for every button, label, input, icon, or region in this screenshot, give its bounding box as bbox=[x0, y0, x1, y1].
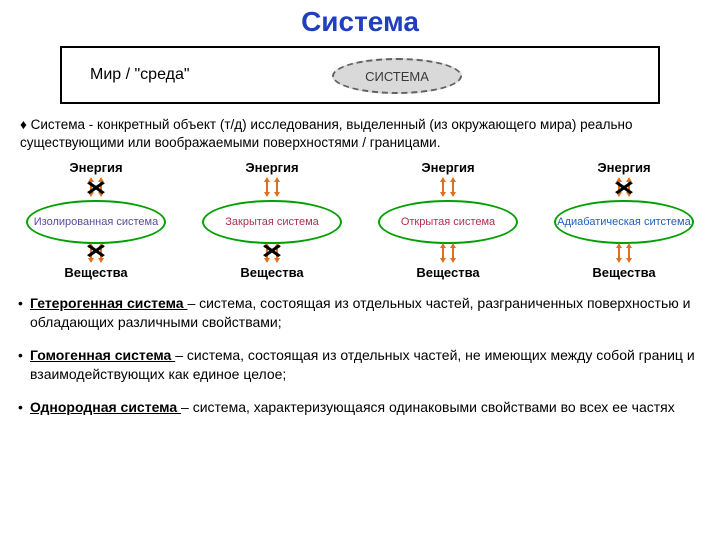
page-title: Система bbox=[0, 0, 720, 38]
system-type-ellipse: Изолированная система bbox=[26, 200, 166, 244]
definition-item-1: Гомогенная система – система, состоящая … bbox=[22, 346, 698, 384]
energy-label: Энергия bbox=[540, 160, 708, 175]
system-type-ellipse: Закрытая система bbox=[202, 200, 342, 244]
definitions-block: Гетерогенная система – система, состояща… bbox=[0, 280, 720, 416]
energy-label: Энергия bbox=[12, 160, 180, 175]
energy-label: Энергия bbox=[364, 160, 532, 175]
system-types-row: ЭнергияВеществаИзолированная система✕✕Эн… bbox=[0, 156, 720, 280]
blocked-x-icon: ✕ bbox=[260, 239, 283, 264]
definition-term: Однородная система bbox=[30, 399, 181, 415]
system-diagram-0: Энергия Вещества Изолированная система✕ ✕ bbox=[12, 160, 180, 280]
matter-label: Вещества bbox=[188, 265, 356, 280]
definition-term: Гетерогенная система bbox=[30, 295, 187, 311]
bottom-arrows-icon bbox=[609, 242, 639, 264]
bottom-arrows-icon bbox=[433, 242, 463, 264]
system-diagram-3: Энергия Вещества Адиабатическая ситстема✕ bbox=[540, 160, 708, 280]
definition-term: Гомогенная система bbox=[30, 347, 175, 363]
definition-item-0: Гетерогенная система – система, состояща… bbox=[22, 294, 698, 332]
matter-label: Вещества bbox=[12, 265, 180, 280]
matter-label: Вещества bbox=[364, 265, 532, 280]
definition-item-2: Однородная система – система, характериз… bbox=[22, 398, 698, 417]
world-environment-box: Мир / "среда" СИСТЕМА bbox=[60, 46, 660, 104]
system-ellipse: СИСТЕМА bbox=[332, 58, 462, 94]
system-type-ellipse: Открытая система bbox=[378, 200, 518, 244]
top-arrows-icon bbox=[257, 176, 287, 198]
blocked-x-icon: ✕ bbox=[84, 176, 107, 201]
energy-label: Энергия bbox=[188, 160, 356, 175]
top-arrows-icon bbox=[433, 176, 463, 198]
system-definition: ♦ Система - конкретный объект (т/д) иссл… bbox=[0, 110, 720, 156]
system-diagram-1: Энергия Вещества Закрытая система✕ bbox=[188, 160, 356, 280]
definition-text: – система, характеризующаяся одинаковыми… bbox=[181, 399, 675, 415]
blocked-x-icon: ✕ bbox=[612, 176, 635, 201]
blocked-x-icon: ✕ bbox=[84, 239, 107, 264]
system-diagram-2: Энергия Вещества Открытая система bbox=[364, 160, 532, 280]
world-label: Мир / "среда" bbox=[90, 66, 190, 84]
matter-label: Вещества bbox=[540, 265, 708, 280]
system-type-ellipse: Адиабатическая ситстема bbox=[554, 200, 694, 244]
